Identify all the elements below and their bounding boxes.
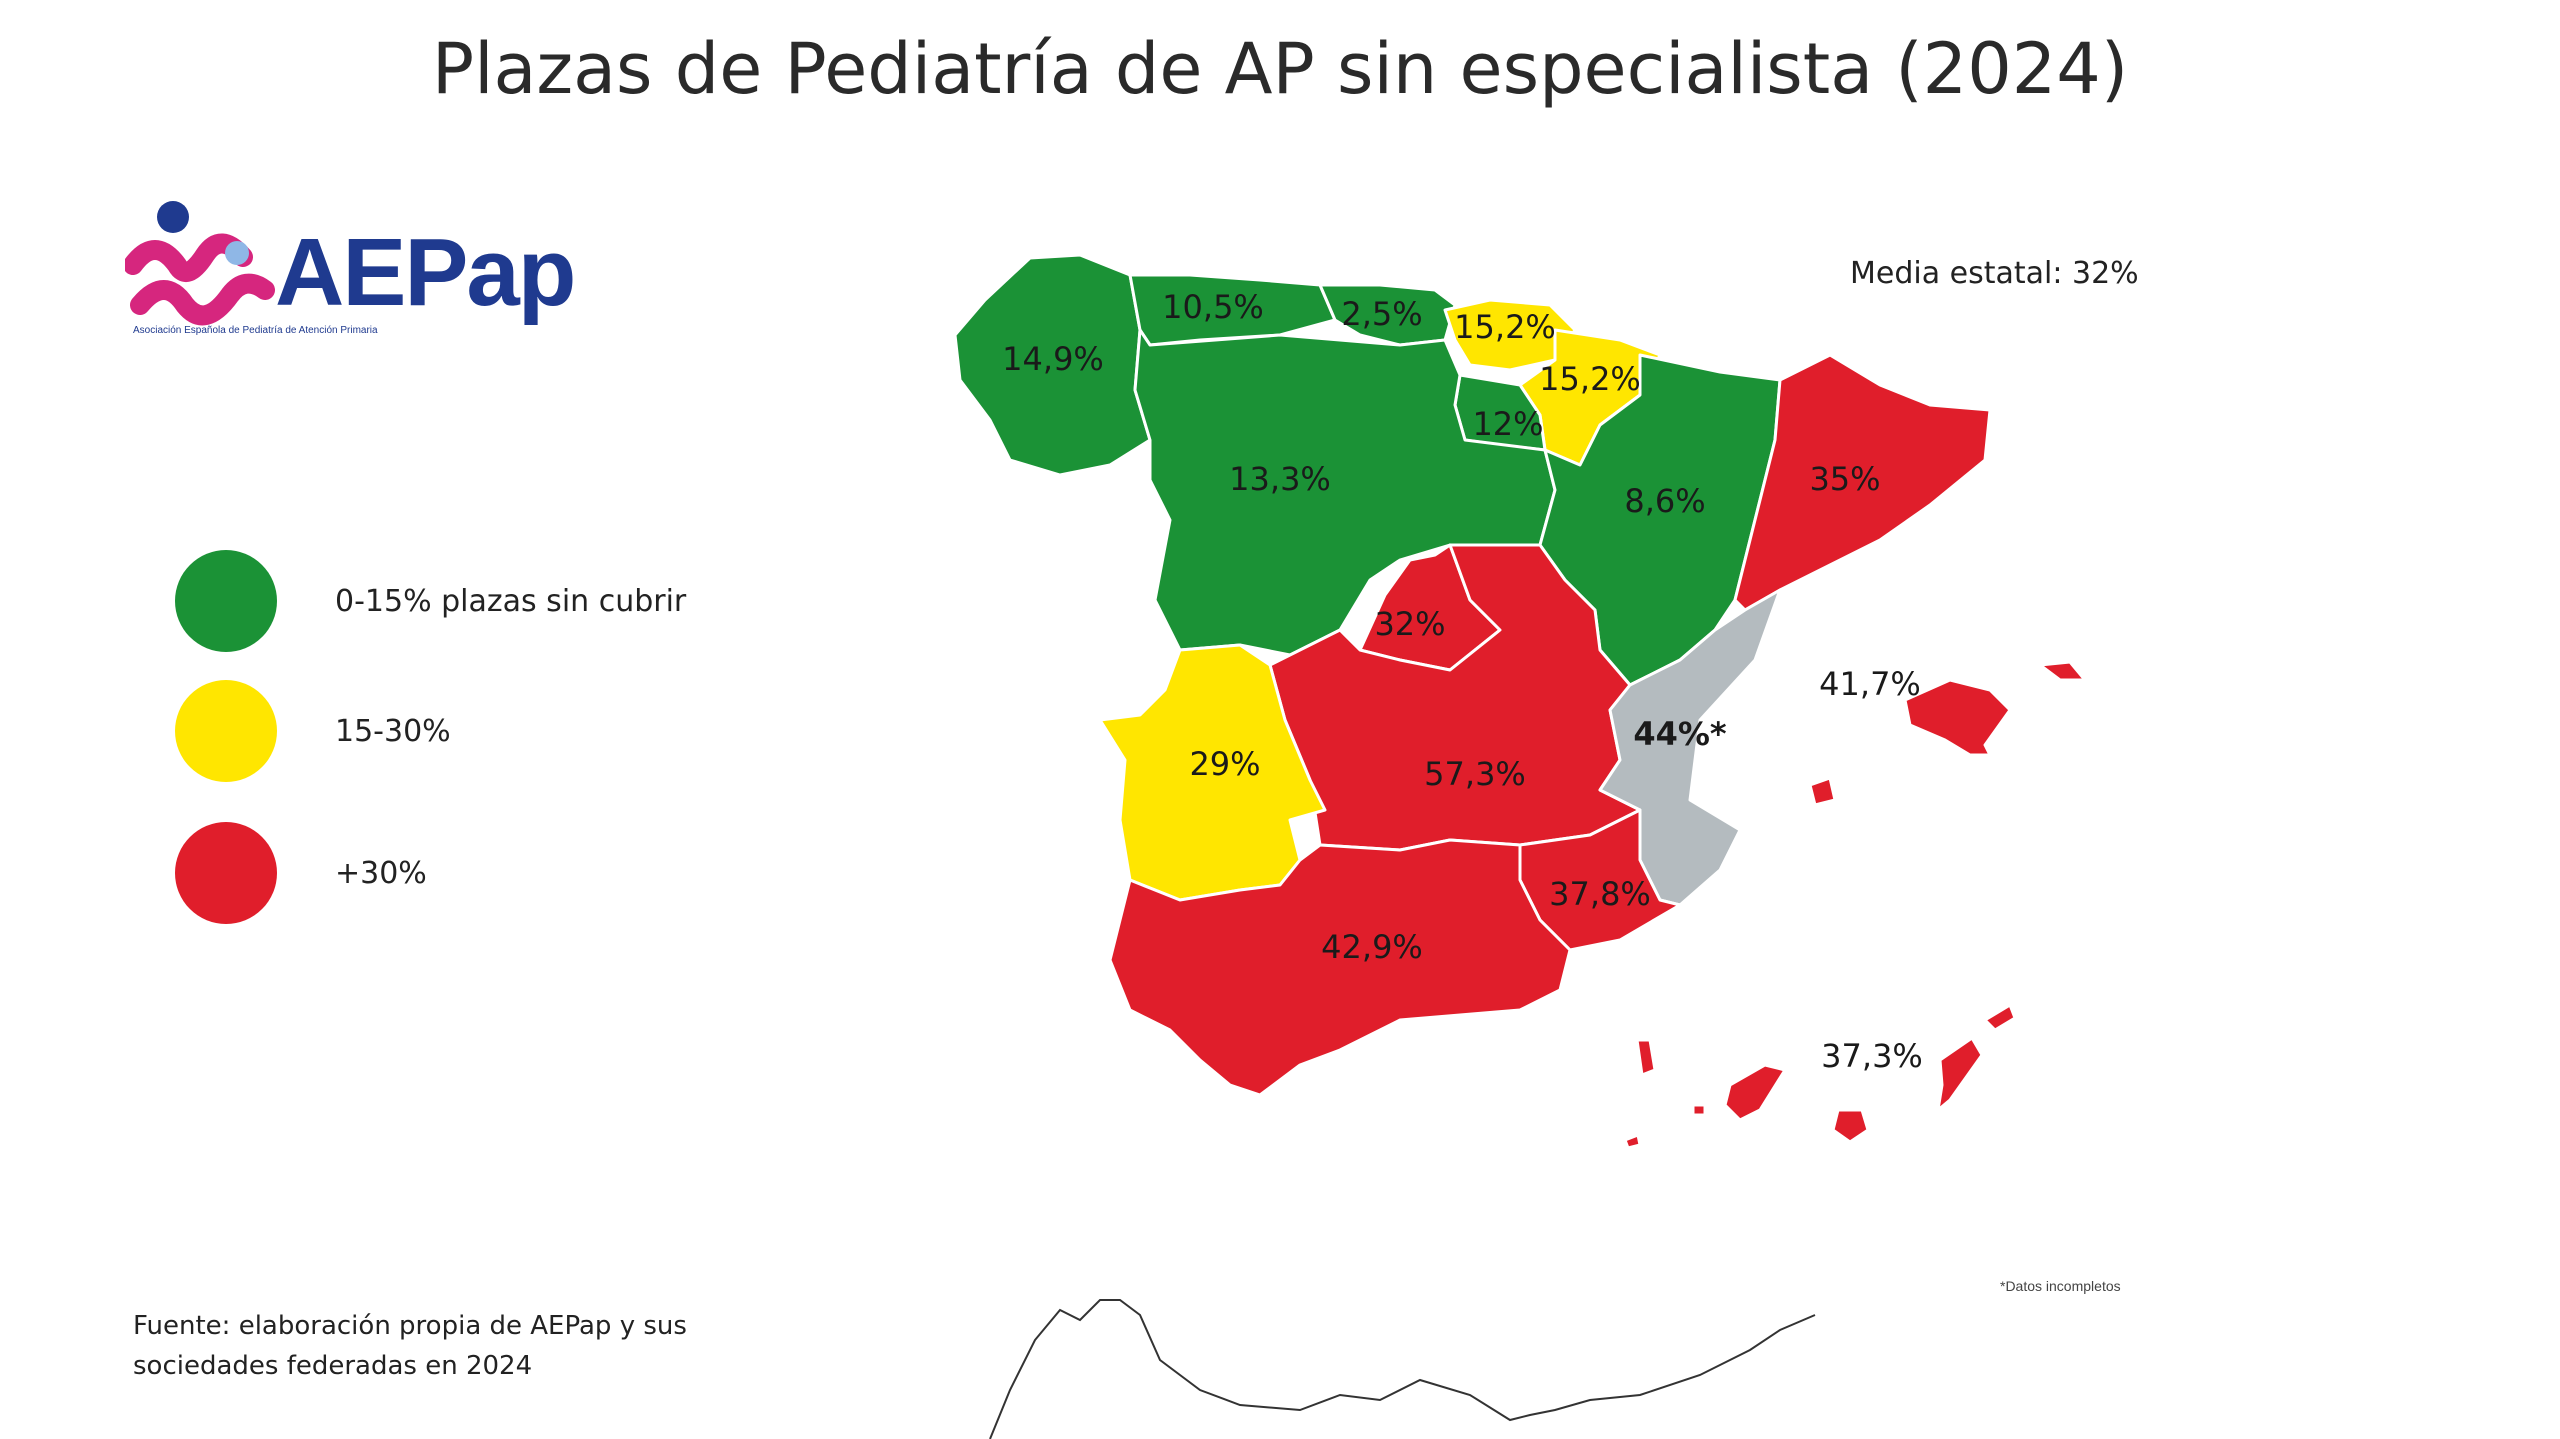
source-line-2: sociedades federadas en 2024	[133, 1351, 533, 1381]
source-note: Fuente: elaboración propia de AEPap y su…	[133, 1306, 687, 1386]
island-la-gomera	[1691, 1103, 1707, 1117]
label-castilla-leon: 13,3%	[1229, 460, 1331, 498]
label-la-rioja: 12%	[1472, 405, 1543, 443]
legend-dot-yellow	[175, 680, 277, 782]
region-cataluna	[1733, 353, 1992, 612]
label-galicia: 14,9%	[1002, 340, 1104, 378]
label-madrid: 32%	[1374, 605, 1445, 643]
island-menorca	[2038, 660, 2087, 682]
coastline-outline	[989, 1299, 1816, 1439]
source-line-1: Fuente: elaboración propia de AEPap y su…	[133, 1311, 687, 1341]
logo-text: AEPap	[275, 219, 576, 326]
label-castilla-la-mancha: 57,3%	[1424, 755, 1526, 793]
label-canarias: 37,3%	[1821, 1037, 1923, 1075]
region-baleares	[1808, 660, 2087, 807]
incomplete-data-note: *Datos incompletos	[2000, 1278, 2121, 1294]
aepap-logo: AEPap Asociación Española de Pediatría d…	[123, 195, 605, 355]
island-tenerife	[1723, 1063, 1787, 1122]
legend-item-red: +30%	[175, 822, 975, 932]
label-andalucia: 42,9%	[1321, 928, 1423, 966]
legend-label: 15-30%	[335, 714, 451, 749]
region-castilla-leon	[1133, 328, 1557, 657]
island-la-palma	[1635, 1038, 1657, 1077]
region-andalucia	[1108, 838, 1572, 1097]
media-estatal: Media estatal: 32%	[1850, 256, 2139, 291]
logo-subtitle: Asociación Española de Pediatría de Aten…	[133, 325, 378, 336]
logo-figure-icon	[123, 201, 275, 326]
label-navarra: 15,2%	[1539, 360, 1641, 398]
island-lanzarote	[1983, 1003, 2017, 1032]
island-ibiza	[1808, 776, 1837, 807]
island-mallorca	[1903, 678, 2012, 757]
label-extremadura: 29%	[1189, 745, 1260, 783]
island-gran-canaria	[1831, 1108, 1870, 1144]
island-fuerteventura	[1936, 1036, 1984, 1112]
label-asturias: 10,5%	[1162, 288, 1264, 326]
legend-item-yellow: 15-30%	[175, 680, 975, 790]
island-el-hierro	[1623, 1133, 1642, 1150]
label-baleares: 41,7%	[1819, 665, 1921, 703]
label-murcia: 37,8%	[1549, 875, 1651, 913]
region-canarias	[1623, 1003, 2017, 1150]
legend-label: 0-15% plazas sin cubrir	[335, 584, 687, 619]
legend-item-green: 0-15% plazas sin cubrir	[175, 550, 975, 660]
legend-dot-green	[175, 550, 277, 652]
page-title: Plazas de Pediatría de AP sin especialis…	[431, 28, 2129, 110]
label-aragon: 8,6%	[1624, 482, 1705, 520]
label-cataluna: 35%	[1809, 460, 1880, 498]
legend-label: +30%	[335, 856, 427, 891]
label-pais-vasco: 15,2%	[1454, 308, 1556, 346]
label-comunidad-valenciana: 44%*	[1633, 715, 1727, 753]
legend-dot-red	[175, 822, 277, 924]
label-cantabria: 2,5%	[1341, 295, 1422, 333]
